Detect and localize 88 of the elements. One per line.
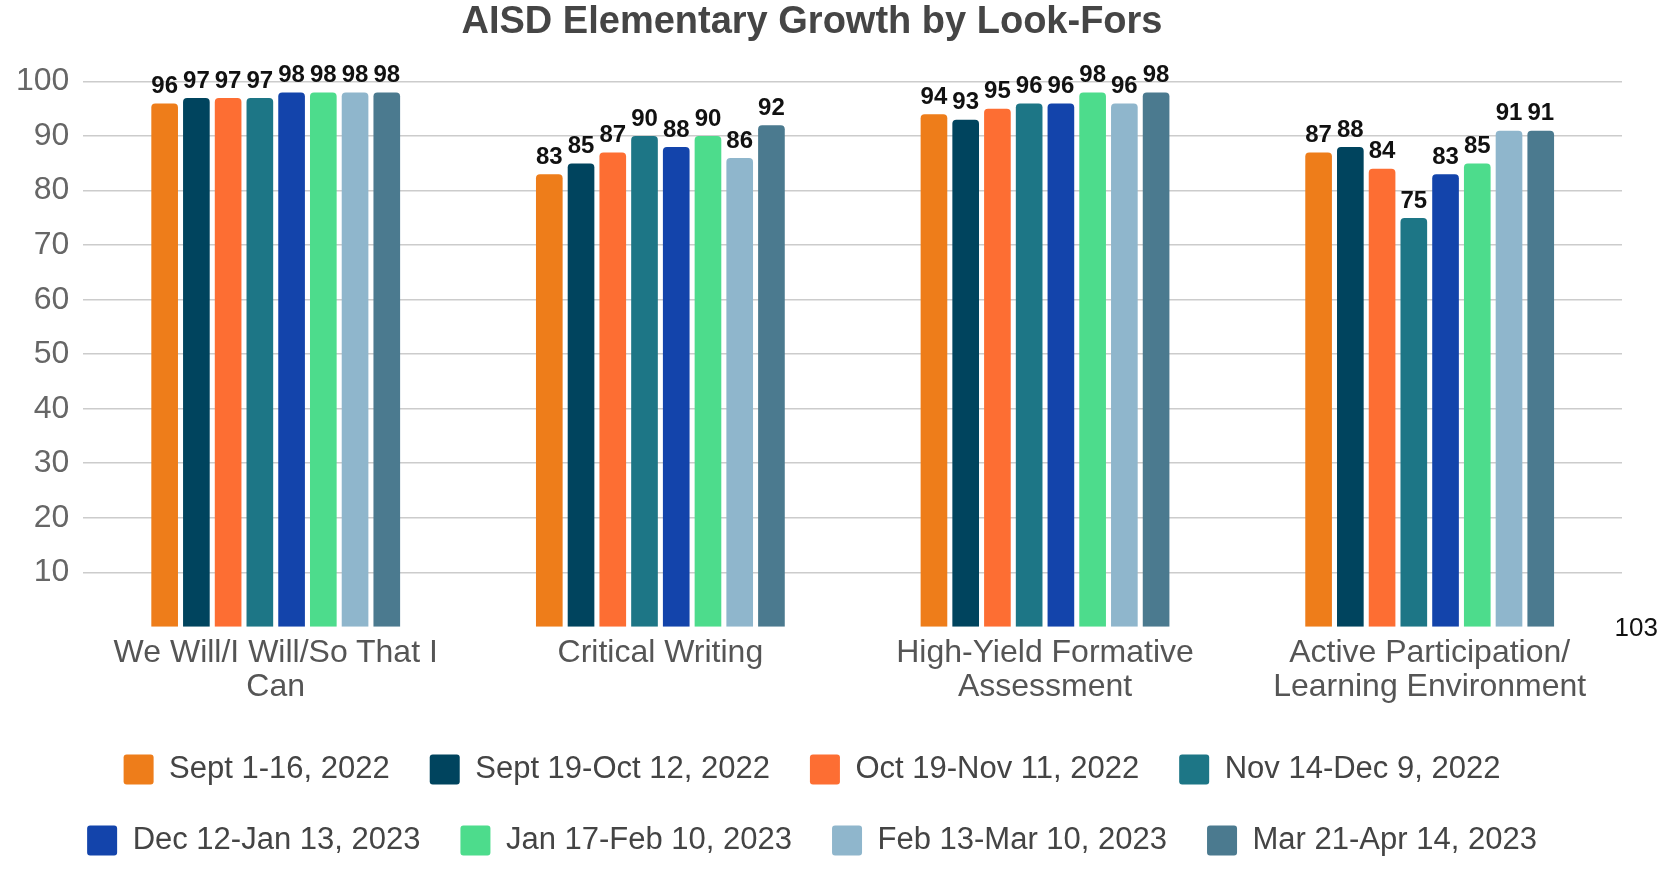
data-label: 98 bbox=[373, 60, 401, 88]
legend-label: Oct 19-Nov 11, 2022 bbox=[855, 750, 1140, 786]
data-label: 97 bbox=[183, 65, 210, 93]
data-label: 88 bbox=[662, 114, 690, 142]
data-label: 97 bbox=[214, 65, 242, 93]
bar bbox=[1047, 103, 1075, 627]
data-label: 88 bbox=[1336, 114, 1364, 142]
x-tick-label: Critical Writing bbox=[557, 633, 764, 670]
y-tick-label: 30 bbox=[33, 443, 70, 480]
data-label: 98 bbox=[1079, 60, 1106, 88]
bar bbox=[1527, 130, 1555, 627]
data-label: 84 bbox=[1368, 136, 1397, 164]
bar bbox=[1079, 92, 1106, 627]
bar bbox=[599, 152, 627, 627]
data-label: 83 bbox=[535, 141, 563, 169]
bar bbox=[758, 125, 785, 627]
y-tick-label: 90 bbox=[33, 115, 70, 152]
bar bbox=[1400, 217, 1428, 627]
data-label: 90 bbox=[631, 103, 658, 131]
x-tick-label: We Will/I Will/So That I Can bbox=[113, 633, 438, 704]
bar bbox=[952, 119, 980, 627]
y-tick-label: 20 bbox=[33, 497, 70, 534]
bar bbox=[631, 136, 658, 627]
bar bbox=[278, 92, 305, 627]
y-tick-label: 60 bbox=[33, 279, 70, 316]
data-label: 91 bbox=[1527, 98, 1555, 126]
bar bbox=[1432, 174, 1459, 627]
bar bbox=[662, 147, 690, 627]
data-label: 98 bbox=[1142, 60, 1170, 88]
y-tick-label: 100 bbox=[16, 61, 70, 98]
bar bbox=[1305, 152, 1332, 627]
legend-label: Nov 14-Dec 9, 2022 bbox=[1224, 750, 1501, 786]
data-label: 87 bbox=[1305, 120, 1332, 148]
bar bbox=[214, 97, 242, 627]
legend-label: Dec 12-Jan 13, 2023 bbox=[132, 821, 421, 857]
bar bbox=[535, 174, 563, 627]
data-label: 98 bbox=[341, 60, 369, 88]
bar bbox=[984, 108, 1011, 627]
data-label: 96 bbox=[151, 71, 178, 99]
bar bbox=[183, 97, 210, 627]
bar bbox=[341, 92, 369, 627]
bar bbox=[309, 92, 337, 627]
bar bbox=[567, 163, 595, 627]
y-tick-label: 80 bbox=[33, 170, 70, 207]
data-label: 83 bbox=[1432, 141, 1459, 169]
data-label: 96 bbox=[1111, 71, 1138, 99]
x-tick-label: High-Yield Formative Assessment bbox=[896, 633, 1194, 704]
data-label: 97 bbox=[246, 65, 274, 93]
bar bbox=[246, 97, 274, 627]
bar bbox=[920, 114, 948, 627]
y-tick-label: 10 bbox=[33, 552, 70, 589]
data-label: 98 bbox=[309, 60, 337, 88]
bar bbox=[1463, 163, 1491, 627]
data-label: 92 bbox=[758, 92, 785, 120]
data-label: 91 bbox=[1495, 98, 1523, 126]
data-label: 96 bbox=[1047, 71, 1075, 99]
bar bbox=[373, 92, 401, 627]
bar bbox=[1495, 130, 1523, 627]
legend-label: Sept 1-16, 2022 bbox=[169, 750, 390, 786]
annotation: 103 bbox=[1614, 611, 1658, 642]
bar bbox=[1337, 147, 1364, 627]
data-label: 96 bbox=[1015, 71, 1043, 99]
y-tick-label: 40 bbox=[33, 388, 70, 425]
bar bbox=[1142, 92, 1170, 627]
bar bbox=[1368, 168, 1396, 627]
data-label: 94 bbox=[920, 81, 948, 109]
bar bbox=[726, 157, 754, 627]
chart-title: AISD Elementary Growth by Look-Fors bbox=[461, 0, 1163, 42]
legend-label: Jan 17-Feb 10, 2023 bbox=[505, 821, 793, 857]
data-label: 87 bbox=[599, 120, 627, 148]
y-tick-label: 70 bbox=[33, 224, 70, 261]
x-tick-label: Active Participation/ Learning Environment bbox=[1273, 633, 1587, 704]
bar bbox=[1111, 103, 1138, 627]
data-label: 85 bbox=[567, 131, 595, 159]
bar bbox=[694, 136, 722, 627]
legend-label: Feb 13-Mar 10, 2023 bbox=[877, 821, 1168, 857]
legend-label: Mar 21-Apr 14, 2023 bbox=[1252, 821, 1537, 857]
bar bbox=[151, 103, 178, 627]
data-label: 86 bbox=[726, 125, 754, 153]
data-label: 85 bbox=[1463, 131, 1491, 159]
bar bbox=[1015, 103, 1043, 627]
legend-label: Sept 19-Oct 12, 2022 bbox=[475, 750, 770, 786]
data-label: 95 bbox=[984, 76, 1011, 104]
data-label: 93 bbox=[952, 87, 980, 115]
y-tick-label: 50 bbox=[33, 334, 70, 371]
data-label: 90 bbox=[694, 103, 722, 131]
data-label: 98 bbox=[278, 60, 305, 88]
data-label: 75 bbox=[1400, 185, 1428, 213]
